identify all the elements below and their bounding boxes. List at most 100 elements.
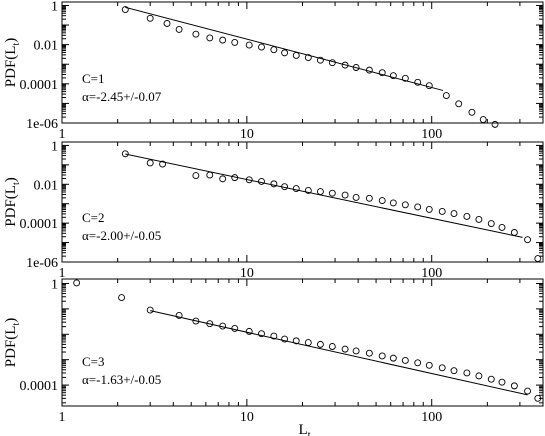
x-tick-label: 100	[421, 266, 442, 281]
y-tick-label: 1e-06	[26, 117, 58, 132]
panel-1: 1 10 100 1 0.01 0.0001 1e-06 PDF(Lt) C=1 α=-2.45+…	[3, 0, 544, 142]
data-point	[425, 82, 433, 90]
data-point	[258, 330, 265, 338]
fit-line	[125, 153, 523, 238]
x-tick-label: 1	[59, 266, 66, 281]
data-point	[365, 66, 373, 74]
data-point	[468, 108, 476, 116]
data-point	[510, 382, 518, 390]
data-point	[245, 327, 253, 335]
data-point	[304, 187, 312, 194]
data-point	[352, 347, 360, 355]
y-tick-label: 0.0001	[20, 379, 59, 394]
data-point	[292, 52, 300, 59]
data-point	[231, 174, 239, 182]
data-point	[438, 364, 446, 372]
data-point	[206, 34, 214, 42]
data-point	[401, 201, 409, 209]
data-point	[192, 30, 200, 38]
fit-line	[150, 310, 528, 396]
x-tick-label: 10	[240, 266, 254, 281]
x-tick-label: 100	[421, 127, 442, 142]
data-point	[365, 349, 373, 357]
data-point	[414, 203, 422, 211]
data-point	[414, 78, 422, 86]
annotation-c: C=1	[82, 71, 105, 86]
data-point	[475, 372, 483, 380]
data-point	[442, 92, 450, 100]
data-point	[231, 324, 239, 332]
data-point	[341, 61, 349, 69]
data-point	[524, 236, 532, 244]
annotation-alpha: α=-2.45+/-0.07	[82, 89, 162, 104]
x-axis-title: Lt	[299, 422, 311, 436]
data-point	[270, 180, 278, 188]
data-point	[219, 322, 227, 330]
x-tick-label: 1	[59, 127, 66, 142]
annotation-alpha: α=-2.00+/-0.05	[82, 228, 161, 243]
data-point	[316, 188, 324, 196]
panel-2: 1 10 100 1 0.01 0.0001 1e-06 PDF(Lt) C=2 α=-2.00+…	[3, 139, 544, 281]
y-axis-title-sub: t	[11, 182, 22, 185]
data-point	[328, 343, 336, 350]
data-point	[463, 213, 471, 220]
plot-frame	[61, 141, 544, 263]
data-point	[146, 306, 154, 314]
y-tick-label: 1	[51, 277, 58, 292]
data-point	[73, 279, 81, 287]
data-point	[341, 191, 349, 199]
data-point	[118, 294, 126, 301]
data-point	[328, 59, 336, 67]
data-point	[304, 54, 312, 61]
x-tick-label: 1	[59, 410, 66, 425]
data-point	[281, 183, 289, 191]
data-point	[245, 41, 253, 49]
y-tick-label: 0.01	[34, 39, 59, 54]
data-point	[510, 229, 518, 236]
data-point	[425, 361, 433, 369]
y-axis-title-main: PDF(L	[3, 326, 19, 368]
y-axis-title-sub: t	[11, 43, 22, 46]
data-point	[475, 215, 483, 223]
data-point	[487, 375, 495, 383]
y-tick-label: 1	[51, 139, 58, 154]
data-point	[121, 150, 129, 158]
data-point	[487, 220, 495, 228]
data-point	[450, 367, 458, 375]
data-point	[175, 312, 183, 319]
data-point	[281, 49, 289, 57]
data-point	[352, 64, 360, 71]
data-point	[231, 38, 239, 46]
data-point	[414, 359, 422, 367]
data-point	[258, 177, 265, 185]
y-axis-title-close: )	[3, 318, 19, 323]
data-point	[401, 357, 409, 364]
data-point	[450, 210, 458, 218]
data-point	[534, 394, 542, 402]
x-tick-label: 100	[421, 410, 442, 425]
plot-frame	[61, 1, 544, 124]
y-axis-title-main: PDF(L	[3, 185, 19, 227]
y-tick-label: 1	[51, 0, 58, 14]
data-point	[219, 36, 227, 44]
data-point	[146, 159, 154, 167]
data-point	[389, 72, 397, 80]
data-point	[389, 354, 397, 362]
x-axis-title-main: L	[299, 422, 308, 436]
y-axis-title-close: )	[3, 177, 19, 182]
data-point	[316, 56, 324, 64]
data-point	[121, 6, 129, 13]
data-point	[378, 69, 386, 77]
data-point	[270, 332, 278, 340]
x-tick-label: 10	[240, 410, 254, 425]
data-point	[159, 160, 167, 168]
y-axis-title: PDF(Lt)	[3, 177, 22, 226]
y-axis-title-sub: t	[11, 323, 22, 326]
y-axis-title-close: )	[3, 38, 19, 43]
data-point	[455, 100, 463, 108]
data-point	[292, 185, 300, 193]
data-point	[401, 74, 409, 82]
fit-line	[125, 6, 444, 91]
data-point	[438, 207, 446, 215]
